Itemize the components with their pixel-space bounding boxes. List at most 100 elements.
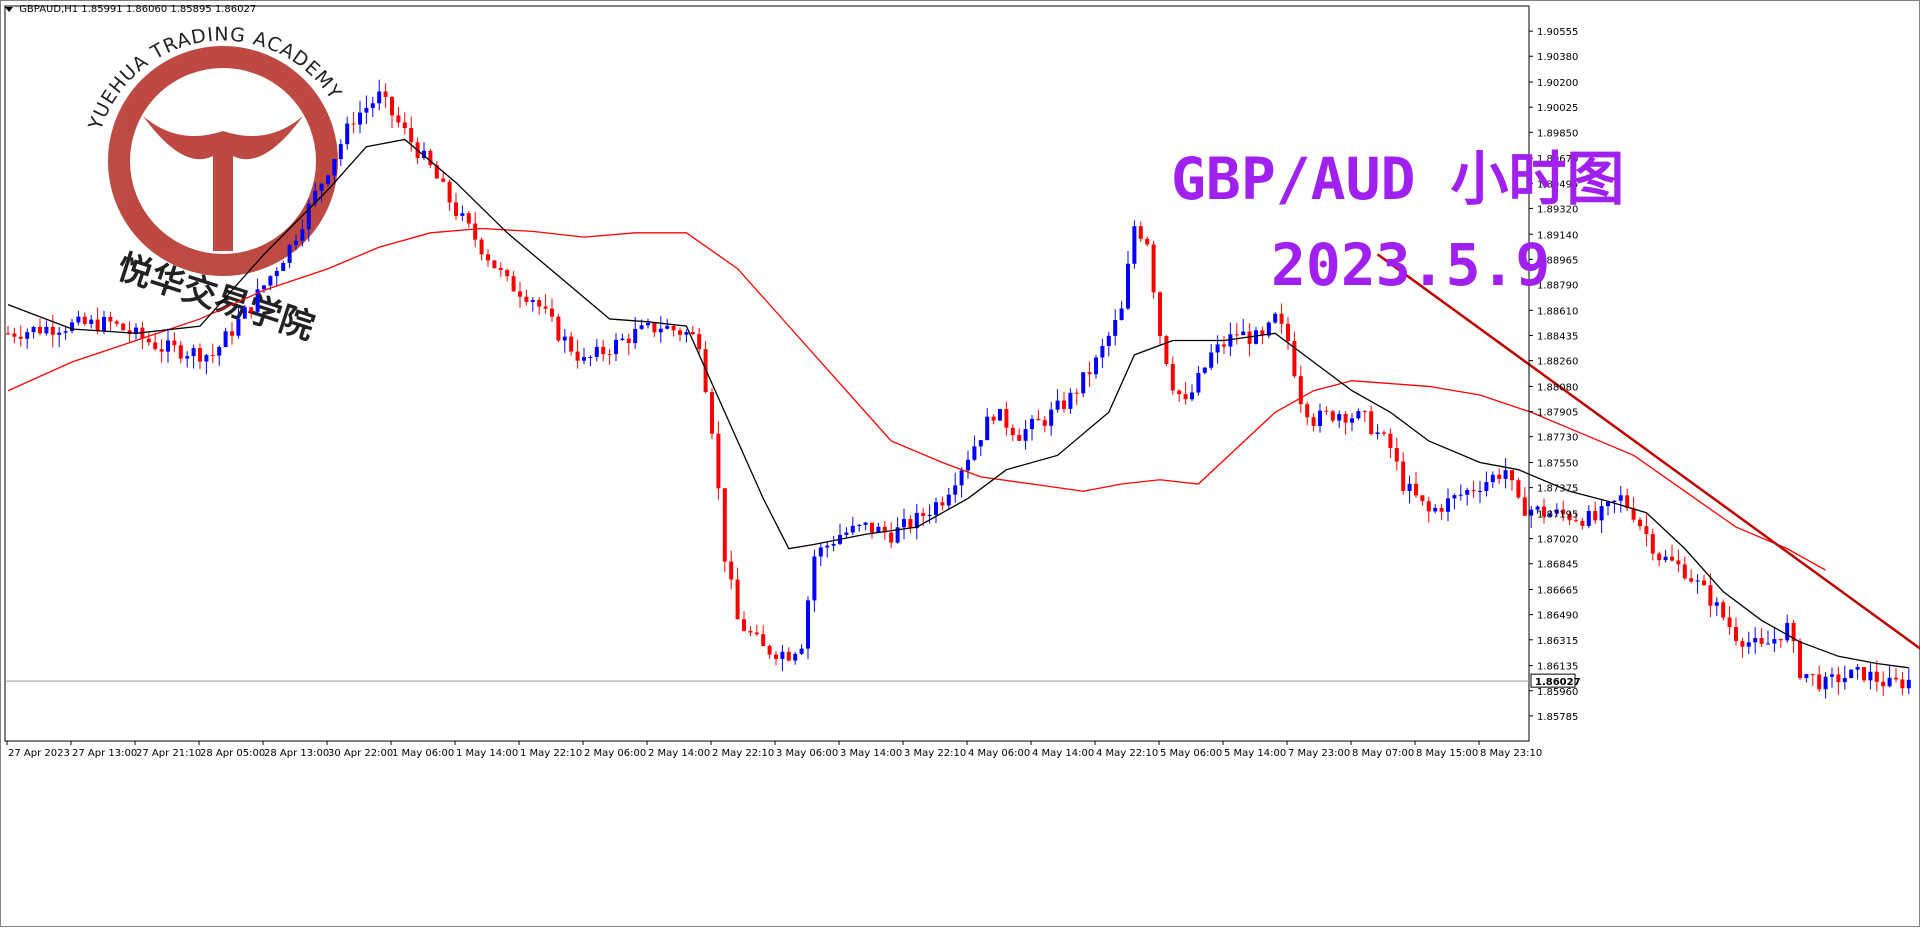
bull-candle xyxy=(294,240,298,246)
price-axis-label: 1.87730 xyxy=(1537,433,1578,444)
bear-candle xyxy=(1670,556,1674,561)
bull-candle xyxy=(102,316,106,332)
bear-candle xyxy=(1439,507,1444,512)
bear-candle xyxy=(18,336,23,339)
bull-candle xyxy=(1785,622,1790,641)
bear-candle xyxy=(454,202,458,216)
bull-candle xyxy=(1106,335,1111,346)
bear-candle xyxy=(1561,509,1566,515)
bull-candle xyxy=(31,327,36,333)
time-axis-label: 1 May 14:00 xyxy=(456,748,518,759)
bull-candle xyxy=(863,522,868,525)
bear-candle xyxy=(1510,470,1514,481)
bear-candle xyxy=(786,651,791,661)
bear-candle xyxy=(473,223,478,240)
title-line-2: 2023.5.9 xyxy=(1271,231,1551,299)
bear-candle xyxy=(428,150,433,166)
bull-candle xyxy=(1196,372,1201,393)
bear-candle xyxy=(601,346,606,355)
bull-candle xyxy=(895,527,900,543)
bull-candle xyxy=(204,354,209,362)
time-axis-label: 2 May 06:00 xyxy=(584,748,646,759)
bear-candle xyxy=(1234,334,1239,336)
axes-layer: 1.90555 1.90380 1.90200 1.90025 1.89850 1.896… xyxy=(4,5,1581,759)
bull-candle xyxy=(422,150,426,158)
bear-candle xyxy=(434,165,439,179)
bull-candle xyxy=(319,183,324,191)
bear-candle xyxy=(991,416,996,421)
bear-candle xyxy=(505,269,510,277)
bull-candle xyxy=(1407,483,1412,491)
price-axis-label: 1.86135 xyxy=(1537,662,1578,673)
bull-candle xyxy=(1830,674,1834,677)
bear-candle xyxy=(1638,519,1642,527)
bear-candle xyxy=(889,532,894,543)
price-axis-label: 1.87375 xyxy=(1537,484,1578,495)
bull-candle xyxy=(1119,308,1124,321)
time-axis-label: 27 Apr 13:00 xyxy=(72,748,137,759)
bull-candle xyxy=(1548,513,1553,517)
bear-candle xyxy=(108,316,113,322)
bear-candle xyxy=(870,522,874,533)
bull-candle xyxy=(594,346,599,357)
chart-header: GBPAUD,H1 1.85991 1.86060 1.85895 1.8602… xyxy=(5,4,256,15)
bear-candle xyxy=(1644,526,1649,535)
bear-candle xyxy=(1682,564,1687,579)
bull-candle xyxy=(1273,313,1278,323)
bear-candle xyxy=(1894,677,1898,680)
bull-candle xyxy=(1714,602,1719,606)
bull-candle xyxy=(1126,263,1130,309)
price-axis-label: 1.87905 xyxy=(1537,408,1578,419)
bear-candle xyxy=(210,354,215,356)
bear-candle xyxy=(1183,394,1188,400)
price-axis-label: 1.87195 xyxy=(1537,509,1578,520)
time-axis-label: 28 Apr 05:00 xyxy=(200,748,265,759)
bull-candle xyxy=(1350,418,1354,423)
time-axis-label: 1 May 06:00 xyxy=(392,748,454,759)
bull-candle xyxy=(300,229,305,241)
bull-candle xyxy=(1228,334,1233,347)
bear-candle xyxy=(1330,411,1335,421)
price-axis-label: 1.90200 xyxy=(1537,78,1578,89)
bull-candle xyxy=(1529,509,1534,516)
bull-candle xyxy=(658,328,663,333)
bear-candle xyxy=(1414,483,1418,496)
bear-candle xyxy=(1881,681,1886,687)
bear-candle xyxy=(146,338,151,343)
bear-candle xyxy=(1260,330,1265,336)
bear-candle xyxy=(1036,418,1041,421)
bear-candle xyxy=(556,316,561,341)
bear-candle xyxy=(198,348,202,362)
time-axis-label: 8 May 15:00 xyxy=(1416,748,1478,759)
bull-candle xyxy=(1100,345,1105,358)
bull-candle xyxy=(236,318,241,336)
bear-candle xyxy=(1286,323,1290,341)
bull-candle xyxy=(1823,676,1828,690)
bear-candle xyxy=(735,579,740,620)
dropdown-triangle-icon[interactable] xyxy=(5,6,13,12)
bear-candle xyxy=(1177,390,1182,395)
bull-candle xyxy=(902,519,906,528)
time-axis-label: 3 May 06:00 xyxy=(776,748,838,759)
bull-candle xyxy=(614,339,618,355)
bull-candle xyxy=(223,331,228,347)
bear-candle xyxy=(1759,638,1764,644)
bull-candle xyxy=(242,307,247,319)
bull-candle xyxy=(844,532,849,535)
bull-candle xyxy=(1209,352,1214,368)
bear-candle xyxy=(50,326,55,335)
price-axis-label: 1.87550 xyxy=(1537,459,1578,470)
bear-candle xyxy=(1702,580,1706,586)
bull-candle xyxy=(812,556,817,601)
bear-candle xyxy=(1817,674,1822,690)
bear-candle xyxy=(1062,400,1066,409)
bear-candle xyxy=(1778,639,1783,641)
bear-candle xyxy=(550,308,554,317)
bull-candle xyxy=(1766,643,1770,645)
bull-candle xyxy=(1804,674,1809,679)
bull-candle xyxy=(946,494,951,506)
bull-candle xyxy=(287,245,292,264)
slow-moving-average-line xyxy=(7,227,1826,571)
